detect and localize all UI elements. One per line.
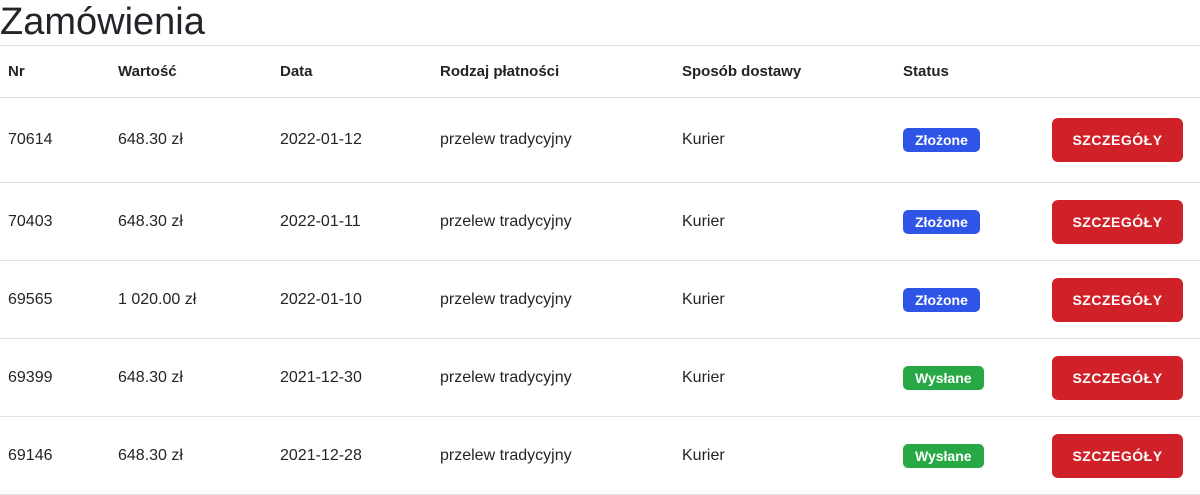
action-cell: SZCZEGÓŁY <box>1044 433 1200 478</box>
status-cell: Złożone <box>895 287 1044 312</box>
details-button[interactable]: SZCZEGÓŁY <box>1052 199 1183 244</box>
delivery-method-cell: Kurier <box>682 212 725 230</box>
header-payment-type: Rodzaj płatności <box>440 63 560 80</box>
order-number-cell: 70403 <box>8 212 53 230</box>
delivery-method-cell: Kurier <box>682 368 725 386</box>
status-badge: Złożone <box>903 128 980 152</box>
action-cell: SZCZEGÓŁY <box>1044 118 1200 162</box>
table-row: 69399 648.30 zł 2021-12-30 przelew trady… <box>0 339 1200 417</box>
table-row: 69565 1 020.00 zł 2022-01-10 przelew tra… <box>0 261 1200 339</box>
delivery-method-cell: Kurier <box>682 290 725 308</box>
order-date-cell: 2022-01-10 <box>280 290 362 308</box>
status-cell: Wysłane <box>895 443 1044 468</box>
order-number-cell: 69399 <box>8 368 53 386</box>
delivery-method-cell: Kurier <box>682 131 725 148</box>
details-button[interactable]: SZCZEGÓŁY <box>1052 277 1183 322</box>
details-button[interactable]: SZCZEGÓŁY <box>1052 433 1183 478</box>
header-delivery-method: Sposób dostawy <box>682 63 802 80</box>
status-badge: Złożone <box>903 209 980 234</box>
order-value-cell: 648.30 zł <box>118 131 183 148</box>
status-cell: Wysłane <box>895 365 1044 390</box>
header-date: Data <box>280 63 313 80</box>
order-date-cell: 2021-12-30 <box>280 368 362 386</box>
table-header-row: Nr Wartość Data Rodzaj płatności Sposób … <box>0 46 1200 98</box>
details-button[interactable]: SZCZEGÓŁY <box>1052 118 1183 162</box>
status-badge: Złożone <box>903 287 980 312</box>
orders-table: Nr Wartość Data Rodzaj płatności Sposób … <box>0 45 1200 495</box>
action-cell: SZCZEGÓŁY <box>1044 199 1200 244</box>
action-cell: SZCZEGÓŁY <box>1044 277 1200 322</box>
header-nr: Nr <box>8 63 25 80</box>
payment-type-cell: przelew tradycyjny <box>440 131 572 148</box>
payment-type-cell: przelew tradycyjny <box>440 290 572 308</box>
status-badge: Wysłane <box>903 443 984 468</box>
order-value-cell: 648.30 zł <box>118 212 183 230</box>
table-row: 69146 648.30 zł 2021-12-28 przelew trady… <box>0 417 1200 495</box>
status-cell: Złożone <box>895 209 1044 234</box>
table-row: 70614 648.30 zł 2022-01-12 przelew trady… <box>0 98 1200 183</box>
status-badge: Wysłane <box>903 365 984 390</box>
delivery-method-cell: Kurier <box>682 446 725 464</box>
order-value-cell: 1 020.00 zł <box>118 290 197 308</box>
status-cell: Złożone <box>895 128 1044 152</box>
payment-type-cell: przelew tradycyjny <box>440 446 572 464</box>
table-row: 70403 648.30 zł 2022-01-11 przelew trady… <box>0 183 1200 261</box>
action-cell: SZCZEGÓŁY <box>1044 355 1200 400</box>
payment-type-cell: przelew tradycyjny <box>440 212 572 230</box>
header-status: Status <box>903 63 949 80</box>
order-date-cell: 2022-01-12 <box>280 131 362 148</box>
header-value: Wartość <box>118 63 177 80</box>
payment-type-cell: przelew tradycyjny <box>440 368 572 386</box>
order-date-cell: 2021-12-28 <box>280 446 362 464</box>
page-title: Zamówienia <box>0 1 205 43</box>
table-body: 70614 648.30 zł 2022-01-12 przelew trady… <box>0 98 1200 495</box>
order-value-cell: 648.30 zł <box>118 446 183 464</box>
order-date-cell: 2022-01-11 <box>280 212 361 230</box>
order-number-cell: 70614 <box>8 131 53 148</box>
order-value-cell: 648.30 zł <box>118 368 183 386</box>
order-number-cell: 69146 <box>8 446 53 464</box>
details-button[interactable]: SZCZEGÓŁY <box>1052 355 1183 400</box>
order-number-cell: 69565 <box>8 290 53 308</box>
